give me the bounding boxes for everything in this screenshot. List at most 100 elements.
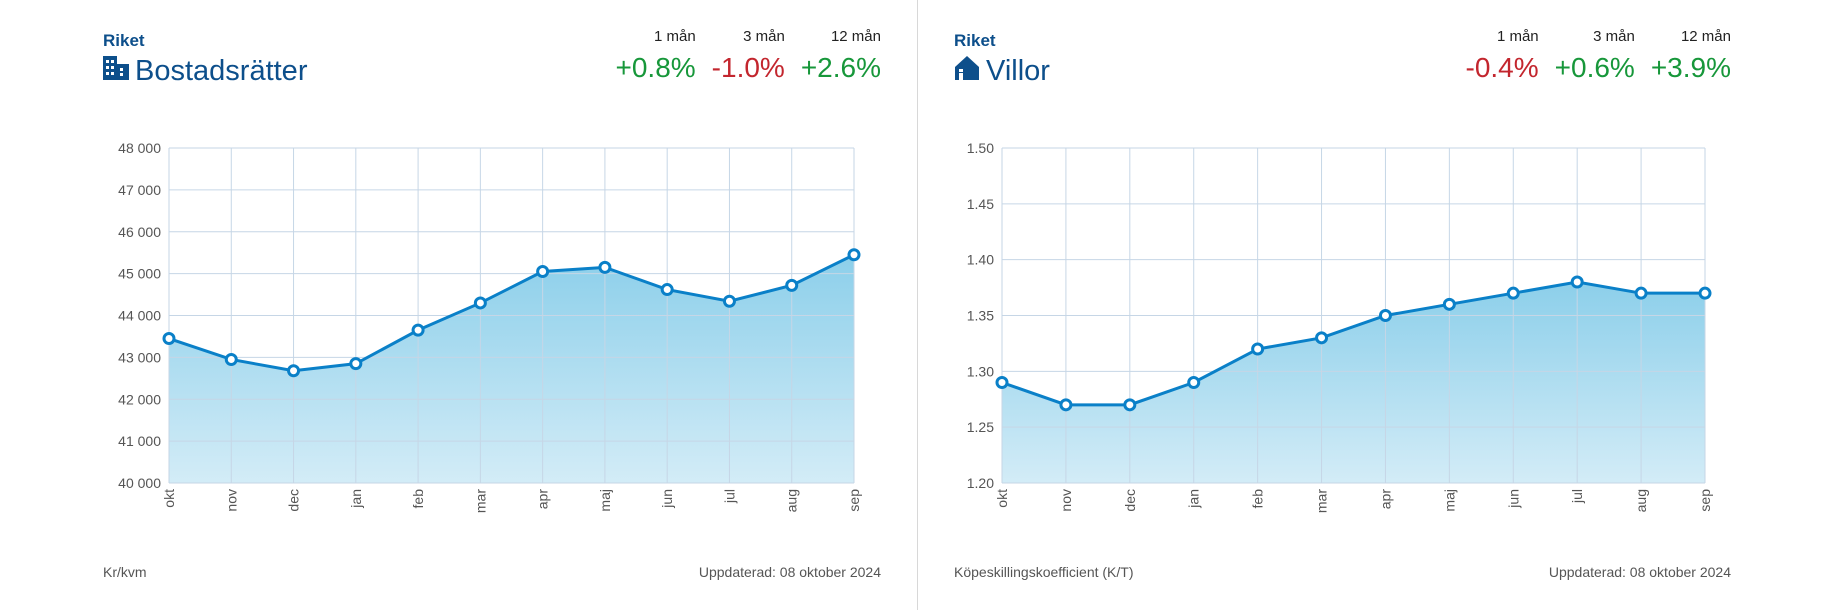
stat-12-man: 12 mån +3.9% [1651,28,1731,84]
updated-label: Uppdaterad: 08 oktober 2024 [1548,564,1731,580]
y-tick-label: 48 000 [118,140,161,156]
area-fill [1002,282,1705,483]
y-tick-label: 45 000 [118,266,161,282]
y-tick-label: 1.40 [967,252,994,268]
data-point [536,265,550,279]
stat-label: 3 mån [743,28,785,45]
y-tick-label: 1.45 [967,196,994,212]
x-tick-label: jan [1186,489,1202,509]
data-point [1634,286,1648,300]
stat-value: +3.9% [1650,52,1731,83]
region-label: Riket [954,31,996,50]
series-line [1001,280,1705,407]
y-tick-label: 1.20 [967,475,994,491]
data-point [224,352,238,366]
change-stats: 1 mån -0.4% 3 mån +0.6% 12 mån +3.9% [1466,28,1732,84]
data-point [1251,342,1265,356]
x-tick-label: sep [846,489,862,512]
data-point [1123,398,1137,412]
data-point [162,332,176,346]
unit-label: Köpeskillingskoefficient (K/T) [954,564,1134,580]
x-tick-label: mar [472,489,488,513]
stat-3-man: 3 mån -1.0% [712,28,785,84]
data-point [287,364,301,378]
y-tick-label: 1.25 [967,419,994,435]
y-tick-label: 43 000 [118,349,161,365]
stat-1-man: 1 mån -0.4% [1466,28,1539,84]
change-stats: 1 mån +0.8% 3 mån -1.0% 12 mån +2.6% [616,28,882,84]
panel-title-text: Villor [986,54,1050,87]
data-point [473,296,487,310]
x-tick-label: dec [1122,489,1138,512]
x-tick-label: feb [1250,489,1266,509]
data-point [660,283,674,297]
y-tick-label: 1.30 [967,363,994,379]
stat-value: -0.4% [1465,52,1539,83]
stat-label: 12 mån [1680,28,1731,45]
data-point [1570,275,1584,289]
stat-3-man: 3 mån +0.6% [1555,28,1635,84]
data-point [1315,331,1329,345]
stat-label: 1 mån [1496,28,1539,45]
x-tick-label: jul [721,489,737,504]
series-line [168,253,855,373]
stat-12-man: 12 mån +2.6% [801,28,881,84]
x-tick-label: okt [994,489,1010,508]
y-tick-label: 47 000 [118,182,161,198]
x-tick-label: dec [286,489,302,512]
x-tick-label: nov [223,489,239,512]
data-point [411,323,425,337]
building-icon [103,54,129,88]
x-tick-label: mar [1314,489,1330,513]
panel-divider [917,0,918,610]
price-chart: 40 000 41 000 42 000 43 000 44 000 45 000 46 0… [118,140,862,513]
x-tick-label: maj [1441,489,1457,512]
y-tick-label: 1.50 [967,140,994,156]
data-point [995,376,1009,389]
panel-title-text: Bostadsrätter [135,54,308,87]
x-tick-label: jul [1569,489,1585,504]
x-tick-label: okt [161,489,177,508]
data-point [847,248,861,262]
region-label: Riket [103,31,145,50]
data-point [598,260,612,274]
stat-label: 1 mån [653,28,696,45]
unit-label: Kr/kvm [103,564,147,580]
x-tick-label: apr [535,489,551,510]
stat-value: +0.8% [615,52,696,83]
y-tick-label: 44 000 [118,308,161,324]
stat-label: 3 mån [1593,28,1635,45]
data-point [1378,309,1392,322]
y-tick-label: 41 000 [118,433,161,449]
data-point [1442,297,1456,311]
x-tick-label: feb [410,489,426,509]
area-fill [169,254,854,483]
stat-value: -1.0% [711,52,785,83]
data-point [1187,376,1201,389]
house-icon [954,54,980,88]
x-tick-label: aug [1633,489,1649,512]
x-tick-label: jun [659,489,675,509]
x-tick-label: sep [1697,489,1713,512]
x-tick-label: nov [1058,489,1074,512]
panel-title: Villor [954,54,1050,88]
stat-value: +2.6% [800,52,881,83]
y-tick-label: 40 000 [118,475,161,491]
data-point [722,294,736,308]
stat-value: +0.6% [1554,52,1635,83]
x-tick-label: jan [348,489,364,509]
kt-chart: 1.20 1.25 1.30 1.35 1.40 1.45 1.50 okt nov dec jan… [967,140,1713,513]
panel-bostadsratter: Riket Bostadsrätter 1 mån +0.8% 3 mån -1.0… [0,0,917,610]
stat-1-man: 1 mån +0.8% [616,28,696,84]
y-tick-label: 46 000 [118,224,161,240]
x-tick-label: jun [1505,489,1521,509]
x-tick-label: maj [597,489,613,512]
panel-villor: Riket Villor 1 mån -0.4% 3 mån +0.6% 12 må… [918,0,1835,610]
panel-title: Bostadsrätter [103,54,307,88]
updated-label: Uppdaterad: 08 oktober 2024 [698,564,881,580]
data-point [1506,286,1520,300]
x-tick-label: apr [1377,489,1393,510]
x-tick-label: aug [784,489,800,512]
data-point [1059,398,1073,412]
y-tick-label: 42 000 [118,391,161,407]
